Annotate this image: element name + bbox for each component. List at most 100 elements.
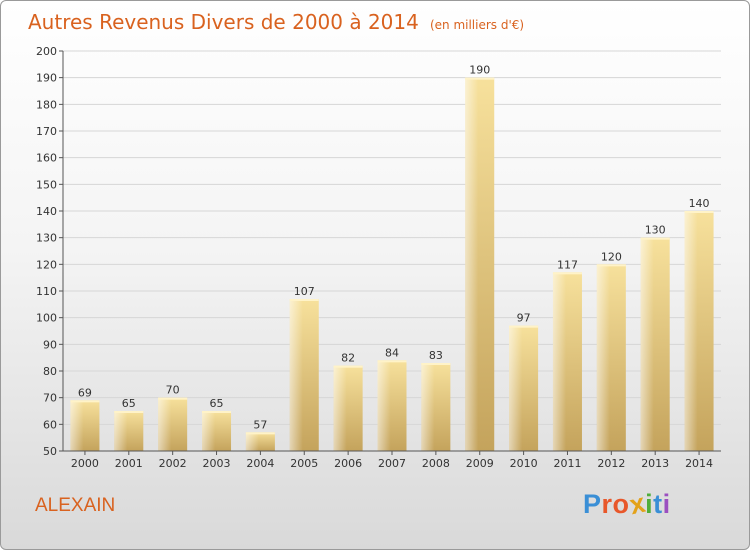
bar-shine-2003	[202, 411, 216, 451]
bar-shine-2000	[70, 400, 84, 451]
value-label-2001: 65	[122, 397, 136, 410]
bar-shine-2004	[245, 432, 259, 451]
bar-top-2000	[70, 400, 100, 403]
logo-letter-0: P	[583, 489, 602, 519]
value-label-2013: 130	[645, 224, 666, 237]
x-tick-label-2013: 2013	[641, 457, 669, 470]
y-tick-label-130: 130	[36, 232, 57, 245]
y-tick-label-180: 180	[36, 98, 57, 111]
x-tick-label-2002: 2002	[159, 457, 187, 470]
logo-letter-5: t	[653, 489, 663, 519]
x-tick-label-2005: 2005	[290, 457, 318, 470]
x-tick-label-2009: 2009	[466, 457, 494, 470]
bar-2004	[245, 432, 275, 451]
chart-title-block: Autres Revenus Divers de 2000 à 2014 (en…	[28, 10, 524, 34]
bar-shine-2005	[289, 299, 303, 451]
y-tick-label-60: 60	[43, 418, 57, 431]
bar-2011	[552, 272, 582, 451]
bar-2013	[640, 237, 670, 451]
bar-top-2010	[509, 325, 539, 328]
bar-2009	[465, 77, 495, 452]
value-label-2007: 84	[385, 346, 399, 359]
bar-2001	[114, 411, 144, 451]
x-tick-label-2012: 2012	[597, 457, 625, 470]
bar-shine-2002	[158, 397, 172, 451]
chart-unit-note: (en milliers d'€)	[429, 18, 525, 32]
value-label-2010: 97	[517, 312, 531, 325]
bar-shine-2007	[377, 360, 391, 451]
bar-2000	[70, 400, 100, 451]
bar-top-2011	[552, 272, 582, 275]
y-tick-label-90: 90	[43, 338, 57, 351]
bar-2002	[158, 397, 188, 451]
bar-top-2013	[640, 237, 670, 240]
bar-2008	[421, 363, 451, 451]
y-tick-label-140: 140	[36, 205, 57, 218]
bar-2003	[202, 411, 232, 451]
y-tick-label-160: 160	[36, 152, 57, 165]
x-tick-label-2001: 2001	[115, 457, 143, 470]
bar-top-2007	[377, 360, 407, 363]
y-tick-label-120: 120	[36, 258, 57, 271]
x-tick-label-2004: 2004	[246, 457, 274, 470]
y-tick-label-80: 80	[43, 365, 57, 378]
y-tick-label-100: 100	[36, 312, 57, 325]
commune-name: ALEXAIN	[35, 495, 116, 516]
logo-letter-1: r	[601, 489, 613, 519]
proxiti-logo: Proxiti	[583, 488, 671, 521]
bar-shine-2008	[421, 363, 435, 451]
bar-shine-2013	[640, 237, 654, 451]
bar-shine-2011	[552, 272, 567, 451]
value-label-2002: 70	[166, 384, 180, 397]
bar-top-2012	[596, 264, 626, 267]
chart-title: Autres Revenus Divers de 2000 à 2014	[28, 10, 419, 34]
value-label-2004: 57	[253, 418, 267, 431]
y-tick-label-50: 50	[43, 445, 57, 458]
value-label-2006: 82	[341, 352, 355, 365]
value-label-2011: 117	[557, 258, 578, 271]
bar-2007	[377, 360, 407, 451]
bar-top-2004	[245, 432, 275, 435]
logo-letter-4: i	[645, 489, 654, 519]
bar-shine-2014	[684, 211, 698, 451]
y-tick-label-70: 70	[43, 392, 57, 405]
y-tick-label-170: 170	[36, 125, 57, 138]
value-label-2008: 83	[429, 349, 443, 362]
x-tick-label-2011: 2011	[553, 457, 581, 470]
x-tick-label-2014: 2014	[685, 457, 713, 470]
bar-2010	[509, 325, 539, 451]
value-label-2012: 120	[601, 250, 622, 263]
logo-letter-6: i	[662, 489, 671, 519]
value-label-2005: 107	[294, 285, 315, 298]
bar-top-2008	[421, 363, 451, 365]
bar-2014	[684, 211, 714, 451]
x-tick-label-2010: 2010	[510, 457, 538, 470]
bar-2012	[596, 264, 626, 451]
bar-shine-2012	[596, 264, 610, 451]
x-tick-label-2000: 2000	[71, 457, 99, 470]
bar-top-2014	[684, 211, 714, 213]
bar-shine-2006	[333, 365, 347, 451]
bar-2006	[333, 365, 363, 451]
x-tick-label-2007: 2007	[378, 457, 406, 470]
x-tick-label-2008: 2008	[422, 457, 450, 470]
bar-top-2006	[333, 365, 363, 368]
y-tick-label-150: 150	[36, 178, 57, 191]
bar-shine-2001	[114, 411, 128, 451]
value-label-2014: 140	[689, 197, 710, 210]
x-tick-label-2006: 2006	[334, 457, 362, 470]
bar-top-2002	[158, 397, 188, 400]
bar-top-2005	[289, 299, 319, 301]
value-label-2000: 69	[78, 386, 92, 399]
bar-top-2003	[202, 411, 232, 413]
y-tick-label-190: 190	[36, 72, 57, 85]
bar-shine-2009	[465, 77, 479, 452]
bar-shine-2010	[509, 325, 523, 451]
bar-top-2001	[114, 411, 144, 413]
y-tick-label-200: 200	[36, 45, 57, 58]
value-label-2009: 190	[469, 64, 490, 77]
bar-2005	[289, 299, 319, 451]
x-tick-label-2003: 2003	[203, 457, 231, 470]
